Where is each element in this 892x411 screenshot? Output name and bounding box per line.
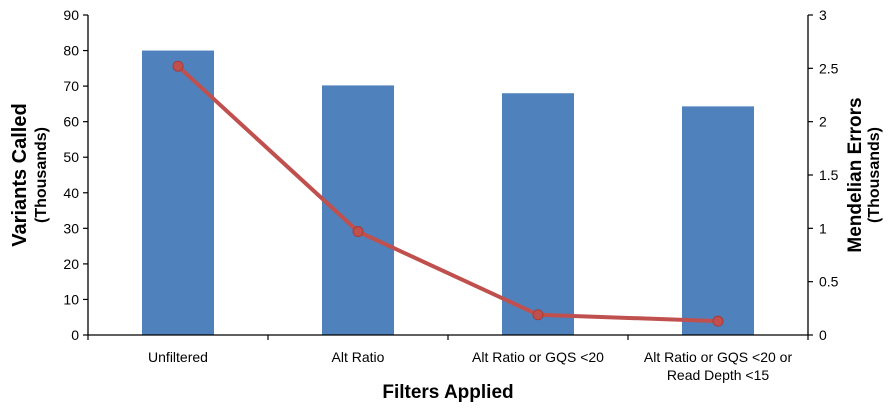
bar (682, 106, 754, 335)
line-point (712, 315, 724, 327)
axes-layer (83, 14, 813, 340)
right-tick-label: 0.5 (819, 274, 839, 290)
right-tick-label: 1.5 (819, 167, 839, 183)
left-tick-label: 30 (63, 220, 79, 236)
x-axis-title: Filters Applied (382, 382, 513, 403)
right-tick-label: 2.5 (819, 60, 839, 76)
left-tick-label: 80 (63, 43, 79, 59)
left-tick-label: 10 (63, 291, 79, 307)
category-label: Alt Ratio or GQS <20 (472, 349, 604, 365)
line-point (532, 309, 544, 321)
left-tick-label: 20 (63, 256, 79, 272)
left-tick-label: 70 (63, 78, 79, 94)
bar (502, 93, 574, 335)
left-tick-label: 50 (63, 149, 79, 165)
left-tick-label: 90 (63, 7, 79, 23)
line-point (352, 226, 364, 238)
line-layer (172, 60, 724, 327)
left-axis-title: Variants Called (Thousands) (9, 103, 50, 246)
labels-layer: 0 10 20 30 40 50 60 70 80 90 0 0.5 1 1.5 2 2.5 3 Unfilter… (9, 7, 883, 403)
right-tick-label: 2 (819, 114, 827, 130)
category-label: Alt Ratio (332, 349, 385, 365)
left-tick-label: 40 (63, 185, 79, 201)
category-label: Alt Ratio or GQS <20 or Read Depth <15 (644, 349, 793, 383)
line-point (172, 60, 184, 72)
bar (142, 50, 214, 336)
bars-layer (142, 50, 754, 336)
right-tick-label: 3 (819, 7, 827, 23)
right-tick-label: 1 (819, 220, 827, 236)
category-label: Unfiltered (148, 349, 208, 365)
left-tick-label: 0 (71, 327, 79, 343)
right-axis-title: Mendelian Errors(Thousands) (845, 97, 883, 252)
right-tick-label: 0 (819, 327, 827, 343)
line-series (176, 64, 719, 324)
left-tick-label: 60 (63, 114, 79, 130)
